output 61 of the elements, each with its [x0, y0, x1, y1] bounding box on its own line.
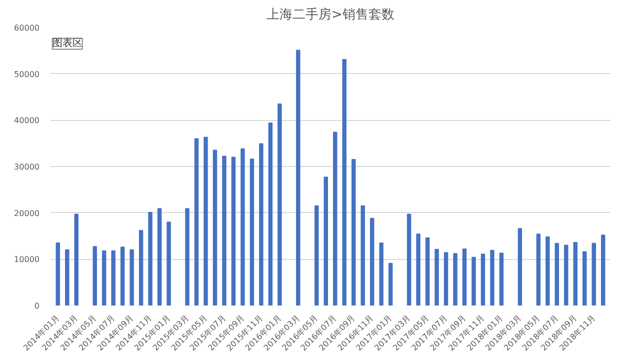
bar: [480, 254, 486, 306]
bar: [92, 246, 97, 306]
bar: [434, 248, 439, 306]
bar: [370, 218, 374, 306]
bar: [536, 234, 541, 306]
bar: [360, 205, 365, 306]
bar: [444, 252, 448, 306]
bar: [212, 150, 218, 306]
bar: [138, 230, 144, 306]
bar: [425, 237, 430, 306]
bar: [600, 234, 606, 306]
bar: [472, 256, 476, 306]
y-tick-label: 40000: [14, 116, 40, 126]
bar: [120, 246, 125, 306]
bar: [573, 242, 578, 306]
bar: [499, 252, 504, 306]
bar: [148, 212, 152, 306]
bar: [222, 156, 226, 306]
y-tick-label: 60000: [14, 24, 40, 32]
y-tick-label: 50000: [14, 70, 40, 79]
bar: [564, 244, 568, 306]
bar: [240, 148, 245, 306]
bar: [582, 251, 587, 306]
bar: [351, 159, 356, 306]
bar: [379, 242, 384, 306]
bar: [462, 248, 467, 306]
bar: [111, 250, 116, 306]
bar: [324, 176, 328, 306]
bar: [333, 132, 338, 306]
bar: [259, 143, 264, 306]
bar: [250, 158, 254, 306]
chart-title: 上海二手房>销售套数: [266, 6, 394, 22]
bar: [388, 262, 393, 306]
bar: [102, 250, 106, 306]
bar: [296, 50, 300, 306]
bar: [74, 214, 78, 306]
bar: [65, 249, 70, 306]
bar: [416, 234, 420, 306]
bar: [166, 222, 171, 306]
bar: [554, 242, 560, 306]
y-tick-label: 30000: [14, 162, 40, 172]
bar: [194, 138, 199, 306]
bar: [592, 242, 596, 306]
bar: [231, 156, 236, 306]
bar: [130, 249, 134, 306]
y-tick-label: 20000: [14, 208, 40, 218]
bar: [268, 122, 273, 306]
bar: [406, 214, 412, 306]
bar: [314, 205, 319, 306]
bar: [518, 228, 522, 306]
bar: [157, 208, 162, 306]
bar: [490, 250, 494, 306]
bar: [278, 103, 282, 306]
bar: [204, 136, 208, 306]
bar: [56, 242, 60, 306]
bar: [185, 208, 190, 306]
y-tick-label: 0: [34, 302, 40, 310]
bar: [342, 58, 346, 306]
bar: [546, 236, 550, 306]
bar: [453, 253, 458, 306]
y-tick-label: 10000: [14, 255, 40, 264]
